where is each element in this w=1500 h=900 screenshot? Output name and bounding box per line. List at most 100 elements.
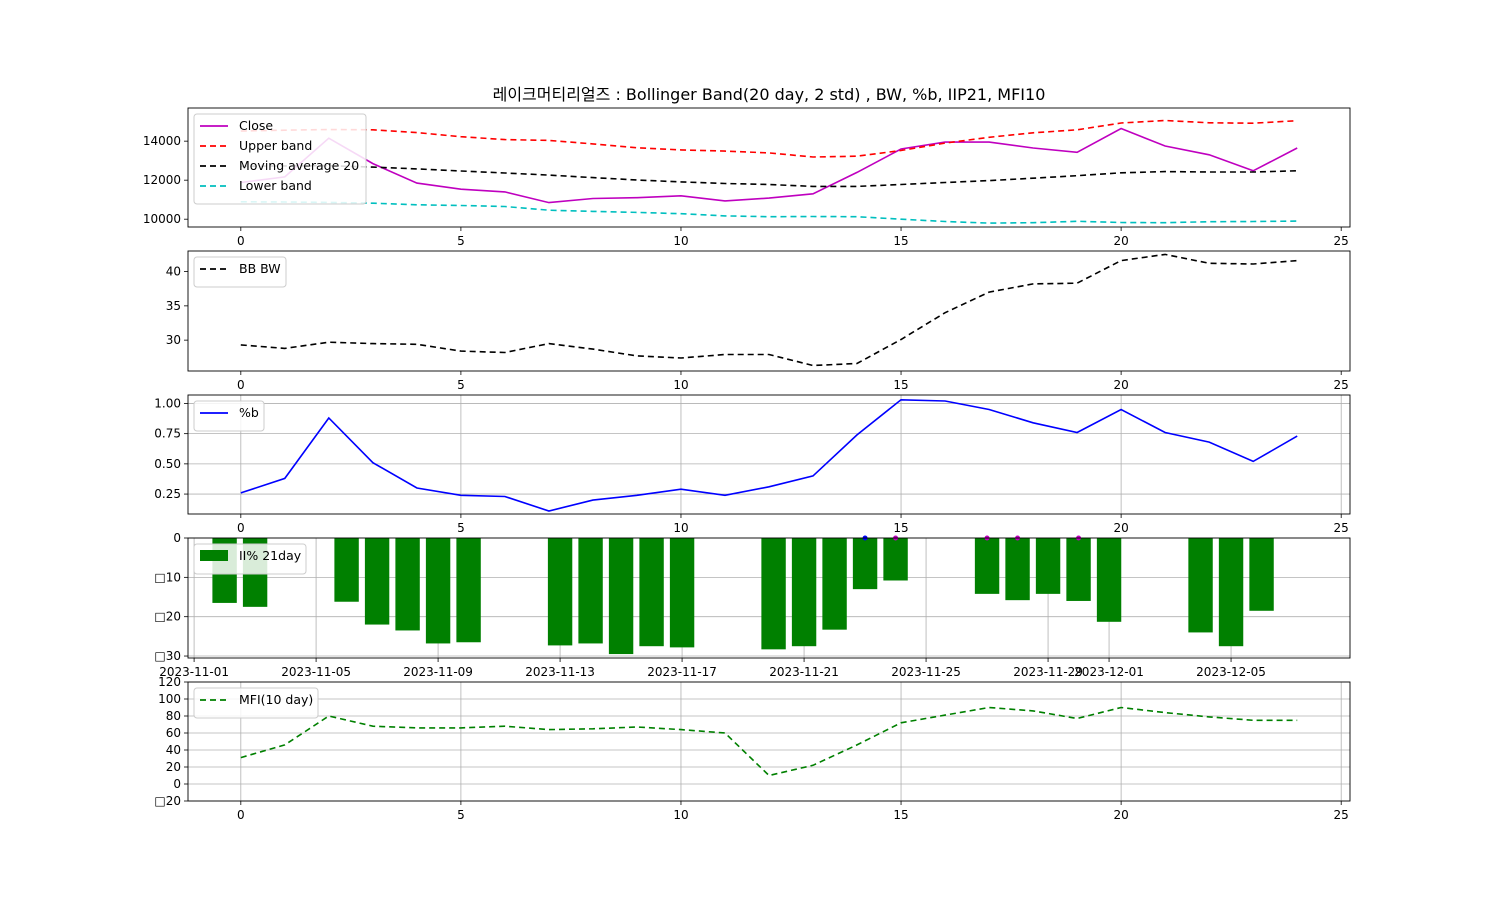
bar-2023-11-24 xyxy=(883,538,908,581)
bar-2023-11-13 xyxy=(547,538,573,646)
y-tick-label-1: 35 xyxy=(166,299,181,313)
x-tick-label-5: 25 xyxy=(1334,234,1349,248)
bar-2023-11-15 xyxy=(608,538,634,655)
y-tick-label-1: 12000 xyxy=(143,173,181,187)
axes-frame xyxy=(187,394,1351,515)
series-line--b xyxy=(240,398,1298,512)
y-tick-label-0: □20 xyxy=(154,794,181,808)
y-tick-label-2: 40 xyxy=(166,265,181,279)
x-tick-label-4: 20 xyxy=(1113,521,1128,535)
x-tick-label-0: 0 xyxy=(237,808,245,822)
y-tick-label-1: 0.50 xyxy=(154,457,181,471)
y-tick-label-4: 60 xyxy=(166,726,181,740)
legend-label-3: Lower band xyxy=(239,178,312,193)
x-tick-label-2: 10 xyxy=(673,521,688,535)
x-tick-label-1: 5 xyxy=(457,234,465,248)
y-tick-label-6: 100 xyxy=(158,692,181,706)
y-tick-label-2: □20 xyxy=(154,610,181,624)
x-tick-label-4: 20 xyxy=(1113,234,1128,248)
x-tick-label-1: 2023-11-05 xyxy=(281,665,351,679)
y-tick-label-1: □10 xyxy=(154,570,181,584)
legend-label-2: Moving average 20 xyxy=(239,158,359,173)
x-tick-label-2: 10 xyxy=(673,378,688,392)
legend: Close Upper band Moving average 20 Lower ba… xyxy=(193,113,367,205)
y-tick-label-0: 30 xyxy=(166,333,181,347)
x-tick-label-0: 2023-11-01 xyxy=(159,665,229,679)
bar-2023-11-08 xyxy=(395,538,420,631)
legend-box xyxy=(193,400,265,432)
series-line-bb-bw xyxy=(240,253,1298,367)
series-line-lower-band xyxy=(240,201,1298,224)
y-tick-label-3: □30 xyxy=(154,649,181,663)
x-tick-label-4: 2023-11-17 xyxy=(647,665,717,679)
legend-label-0: %b xyxy=(239,405,259,420)
x-tick-label-5: 25 xyxy=(1334,378,1349,392)
bar-2023-11-07 xyxy=(364,538,390,625)
x-tick-label-2: 10 xyxy=(673,234,688,248)
x-tick-label-4: 20 xyxy=(1113,378,1128,392)
y-tick-label-5: 80 xyxy=(166,709,181,723)
legend-swatch-0 xyxy=(200,550,228,561)
series-line-mfi-10-day- xyxy=(240,706,1298,777)
x-tick-label-1: 5 xyxy=(457,378,465,392)
bar-2023-12-06 xyxy=(1249,538,1274,611)
bar-2023-11-23 xyxy=(852,538,878,590)
bar-2023-12-01 xyxy=(1096,538,1122,622)
panel-bollinger: 0 5 10 15 20 25 10000 12000 14000 Close Upper band… xyxy=(143,107,1351,248)
x-tick-label-3: 2023-11-13 xyxy=(525,665,595,679)
figure-title: 레이크머티리얼즈 : Bollinger Band(20 day, 2 std)… xyxy=(493,85,1046,104)
bar-2023-12-04 xyxy=(1188,538,1213,633)
x-tick-label-6: 2023-11-25 xyxy=(891,665,961,679)
bar-2023-11-06 xyxy=(334,538,359,602)
bar-2023-11-09 xyxy=(425,538,451,644)
bar-2023-11-21 xyxy=(791,538,817,647)
x-tick-label-2: 2023-11-09 xyxy=(403,665,473,679)
legend: BB BW xyxy=(193,256,287,288)
bar-2023-11-17 xyxy=(669,538,695,648)
y-tick-label-0: 0 xyxy=(173,531,181,545)
bar-2023-11-20 xyxy=(761,538,786,650)
bar-2023-11-27 xyxy=(974,538,1000,594)
panel-bbw: 0 5 10 15 20 25 30 35 40 BB BW xyxy=(166,250,1351,392)
x-tick-label-3: 15 xyxy=(893,234,908,248)
series-line-close xyxy=(240,127,1298,204)
legend-label-0: MFI(10 day) xyxy=(239,692,313,707)
bar-2023-11-22 xyxy=(822,538,847,630)
y-tick-label-3: 40 xyxy=(166,743,181,757)
x-tick-label-3: 15 xyxy=(893,378,908,392)
legend-box xyxy=(193,687,319,719)
x-tick-label-2: 10 xyxy=(673,808,688,822)
bar-2023-11-29 xyxy=(1035,538,1061,594)
legend-label-1: Upper band xyxy=(239,138,312,153)
bar-2023-11-28 xyxy=(1005,538,1030,601)
x-tick-label-0: 0 xyxy=(237,378,245,392)
bar-2023-11-16 xyxy=(639,538,664,647)
x-tick-label-0: 0 xyxy=(237,234,245,248)
axes-frame xyxy=(187,107,1351,228)
legend-box xyxy=(193,113,367,205)
y-tick-label-2: 14000 xyxy=(143,134,181,148)
x-tick-label-8: 2023-12-01 xyxy=(1074,665,1144,679)
x-tick-label-5: 2023-11-21 xyxy=(769,665,839,679)
series-line-moving-average-20 xyxy=(240,164,1298,188)
panel-mfi: 0 5 10 15 20 25 □20 0 20 40 60 80 100 120 MFI(10 day) xyxy=(154,675,1351,822)
legend-label-0: BB BW xyxy=(239,261,281,276)
panel-iip21: 2023-11-01 2023-11-05 2023-11-09 2023-11-13… xyxy=(154,531,1351,679)
bar-2023-11-14 xyxy=(578,538,603,644)
axes-frame xyxy=(187,537,1351,659)
bar-2023-12-05 xyxy=(1218,538,1244,647)
legend: %b xyxy=(193,400,265,432)
legend-box xyxy=(193,256,287,288)
x-tick-label-1: 5 xyxy=(457,808,465,822)
y-tick-label-0: 10000 xyxy=(143,212,181,226)
y-tick-label-2: 0.75 xyxy=(154,427,181,441)
x-tick-label-3: 15 xyxy=(893,808,908,822)
series-line-upper-band xyxy=(240,119,1298,158)
x-tick-label-5: 25 xyxy=(1334,521,1349,535)
bar-2023-11-30 xyxy=(1066,538,1091,601)
y-tick-label-0: 0.25 xyxy=(154,487,181,501)
y-tick-label-3: 1.00 xyxy=(154,396,181,410)
bar-2023-11-10 xyxy=(456,538,481,643)
